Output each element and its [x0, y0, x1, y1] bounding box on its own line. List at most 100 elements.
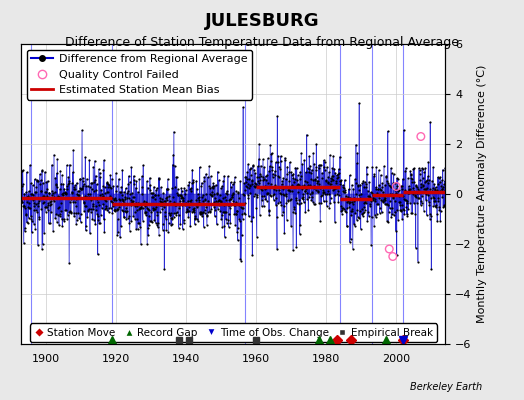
Point: [145, 206, 153, 213]
Point: [147, 194, 156, 200]
Point: [436, 208, 445, 214]
Point: [33, 209, 41, 216]
Point: [327, 178, 335, 184]
Point: [427, 186, 435, 192]
Point: [26, 195, 35, 201]
Point: [28, 182, 37, 188]
Point: [58, 190, 66, 197]
Point: [238, 205, 247, 212]
Point: [144, 184, 152, 191]
Point: [34, 178, 42, 184]
Point: [196, 209, 204, 215]
Point: [402, 165, 410, 171]
Point: [153, 211, 161, 218]
Point: [193, 186, 201, 192]
Point: [339, 182, 347, 188]
Point: [387, 214, 396, 220]
Point: [163, 176, 172, 182]
Point: [159, 198, 168, 205]
Point: [428, 185, 436, 191]
Point: [395, 187, 403, 194]
Point: [404, 175, 412, 182]
Point: [291, 164, 300, 171]
Point: [424, 173, 432, 180]
Point: [30, 220, 38, 227]
Point: [259, 156, 267, 162]
Point: [234, 224, 242, 231]
Point: [58, 216, 66, 222]
Point: [253, 194, 261, 200]
Point: [174, 212, 183, 218]
Point: [280, 192, 288, 198]
Point: [356, 208, 364, 214]
Point: [322, 184, 330, 190]
Point: [50, 198, 59, 204]
Point: [211, 207, 220, 213]
Point: [344, 195, 353, 202]
Point: [56, 186, 64, 193]
Point: [319, 187, 327, 194]
Point: [438, 177, 446, 183]
Point: [441, 164, 449, 171]
Point: [315, 200, 323, 206]
Point: [105, 204, 113, 211]
Point: [409, 178, 418, 185]
Point: [56, 211, 64, 217]
Point: [384, 202, 392, 208]
Point: [57, 208, 65, 215]
Point: [364, 209, 372, 216]
Point: [57, 180, 66, 187]
Point: [84, 183, 92, 189]
Point: [234, 189, 243, 196]
Point: [225, 204, 234, 211]
Point: [111, 207, 119, 214]
Point: [18, 167, 27, 173]
Point: [136, 223, 144, 230]
Point: [252, 204, 260, 211]
Point: [127, 197, 135, 203]
Point: [378, 198, 387, 205]
Point: [49, 194, 58, 200]
Point: [20, 228, 29, 234]
Point: [286, 188, 294, 194]
Point: [432, 187, 441, 193]
Point: [406, 200, 414, 206]
Point: [280, 184, 289, 190]
Point: [149, 206, 158, 213]
Point: [196, 209, 205, 216]
Point: [78, 184, 86, 191]
Point: [118, 167, 127, 173]
Point: [396, 201, 404, 208]
Point: [274, 173, 282, 180]
Point: [309, 201, 318, 207]
Point: [173, 190, 181, 196]
Point: [115, 176, 123, 182]
Point: [60, 189, 69, 196]
Point: [230, 190, 238, 196]
Point: [212, 200, 221, 206]
Point: [203, 174, 212, 180]
Point: [133, 216, 141, 222]
Point: [291, 210, 299, 216]
Point: [109, 183, 117, 190]
Point: [250, 183, 258, 189]
Y-axis label: Monthly Temperature Anomaly Difference (°C): Monthly Temperature Anomaly Difference (…: [477, 65, 487, 323]
Point: [405, 183, 413, 189]
Point: [369, 197, 377, 203]
Point: [352, 180, 361, 186]
Point: [213, 191, 222, 198]
Point: [358, 180, 367, 187]
Point: [215, 192, 224, 198]
Point: [415, 188, 423, 194]
Point: [84, 207, 92, 214]
Point: [124, 215, 132, 221]
Point: [332, 180, 341, 187]
Point: [222, 209, 231, 216]
Point: [260, 186, 269, 192]
Point: [285, 177, 293, 184]
Point: [378, 184, 386, 190]
Point: [144, 224, 152, 231]
Point: [133, 203, 141, 210]
Point: [27, 191, 36, 197]
Point: [283, 163, 291, 170]
